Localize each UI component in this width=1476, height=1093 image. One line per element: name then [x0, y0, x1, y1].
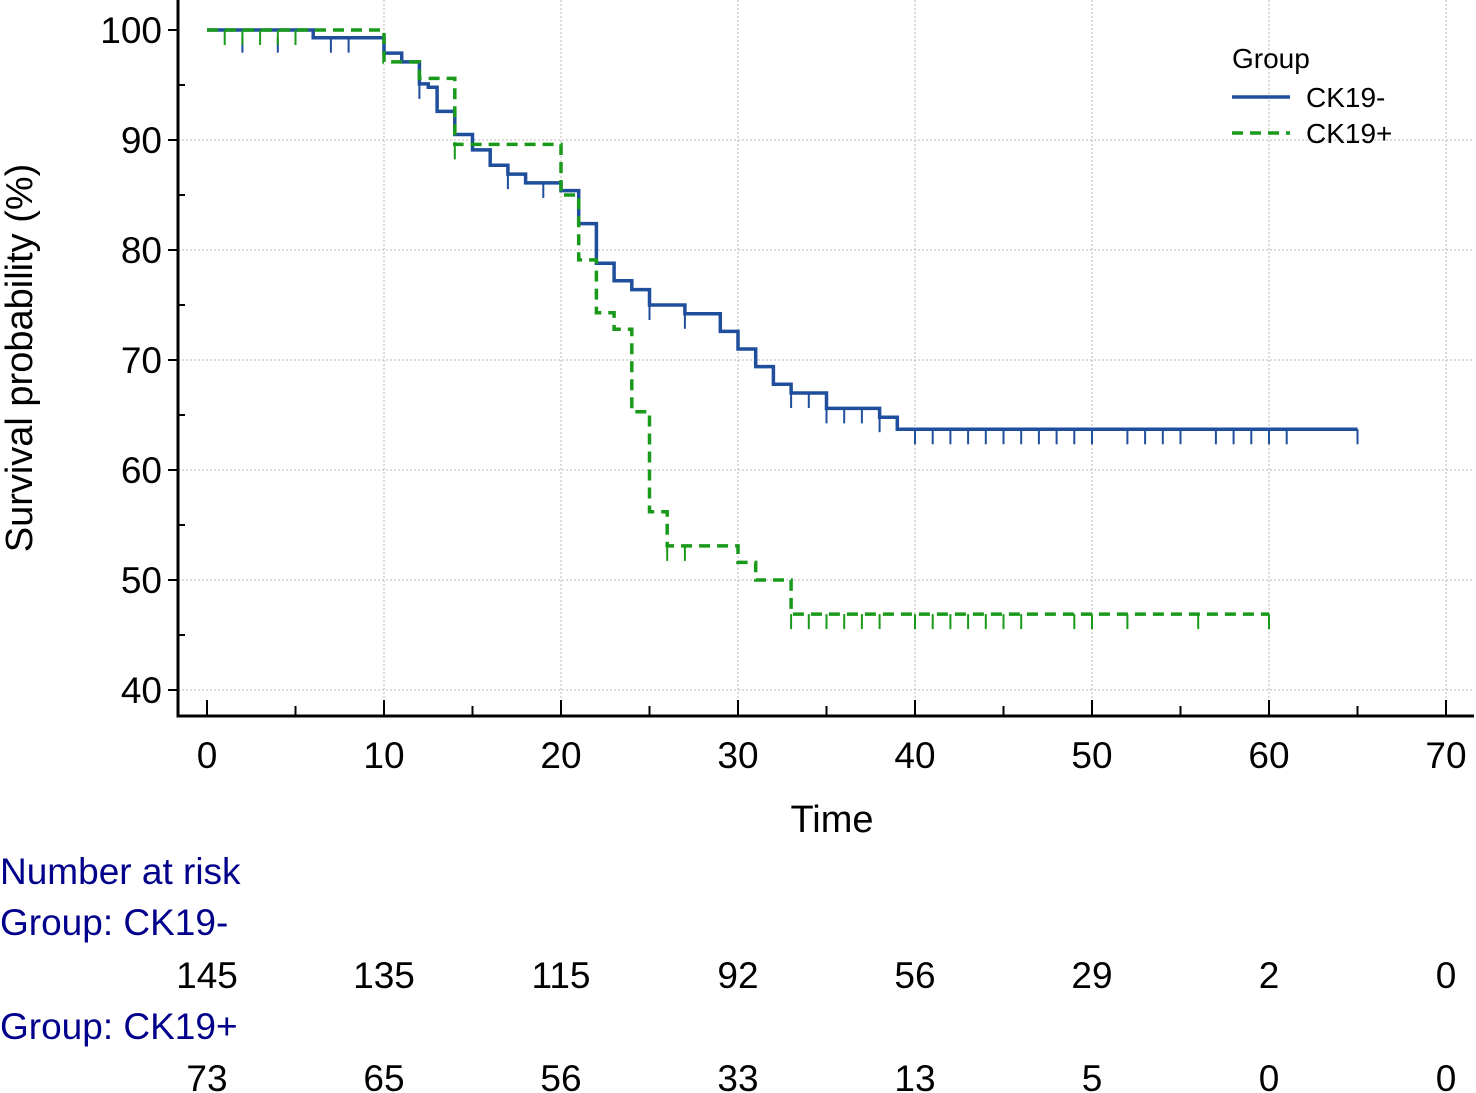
x-tick-label: 20 [540, 735, 581, 776]
risk-group-ck19-pos: Group: CK19+ [0, 1006, 238, 1047]
risk-count: 2 [1259, 955, 1280, 996]
x-axis-title: Time [790, 799, 873, 841]
risk-count: 73 [186, 1058, 227, 1093]
risk-count: 29 [1071, 955, 1112, 996]
legend-label-ck19-neg: CK19- [1306, 82, 1385, 113]
risk-count: 115 [532, 955, 591, 996]
x-tick-label: 0 [197, 735, 218, 776]
y-tick-label: 50 [121, 560, 162, 601]
x-tick-label: 30 [717, 735, 758, 776]
survival-curve-ck19-pos [207, 28, 1269, 616]
survival-curve-ck19-neg [207, 28, 1358, 432]
risk-group-ck19-neg: Group: CK19- [0, 902, 228, 943]
number-at-risk-table: Number at risk Group: CK19- Group: CK19+… [0, 851, 1456, 1093]
risk-count: 56 [894, 955, 935, 996]
risk-count: 56 [540, 1058, 581, 1093]
y-tick-label: 90 [121, 120, 162, 161]
axes: 40 50 60 70 80 90 100 0 10 20 30 40 50 60 70 [100, 0, 1474, 776]
x-tick-label: 10 [363, 735, 404, 776]
y-tick-label: 70 [121, 340, 162, 381]
legend: Group CK19- CK19+ [1232, 43, 1392, 149]
legend-label-ck19-pos: CK19+ [1306, 118, 1392, 149]
risk-count: 13 [894, 1058, 935, 1093]
x-tick-label: 50 [1071, 735, 1112, 776]
x-tick-label: 70 [1425, 735, 1466, 776]
risk-count: 5 [1082, 1058, 1103, 1093]
series [207, 28, 1359, 630]
risk-count: 65 [363, 1058, 404, 1093]
y-tick-label: 60 [121, 450, 162, 491]
x-tick-label: 60 [1248, 735, 1289, 776]
y-tick-label: 40 [121, 670, 162, 711]
x-tick-label: 40 [894, 735, 935, 776]
risk-title: Number at risk [0, 851, 241, 892]
y-axis-title: Survival probability (%) [0, 164, 41, 553]
risk-count: 0 [1436, 1058, 1457, 1093]
risk-count: 92 [717, 955, 758, 996]
risk-count: 0 [1436, 955, 1457, 996]
y-tick-label: 100 [100, 10, 162, 51]
risk-count: 135 [353, 955, 415, 996]
y-tick-label: 80 [121, 230, 162, 271]
legend-title: Group [1232, 43, 1310, 74]
risk-count: 33 [717, 1058, 758, 1093]
risk-count: 145 [176, 955, 238, 996]
risk-count: 0 [1259, 1058, 1280, 1093]
grid [178, 0, 1474, 716]
